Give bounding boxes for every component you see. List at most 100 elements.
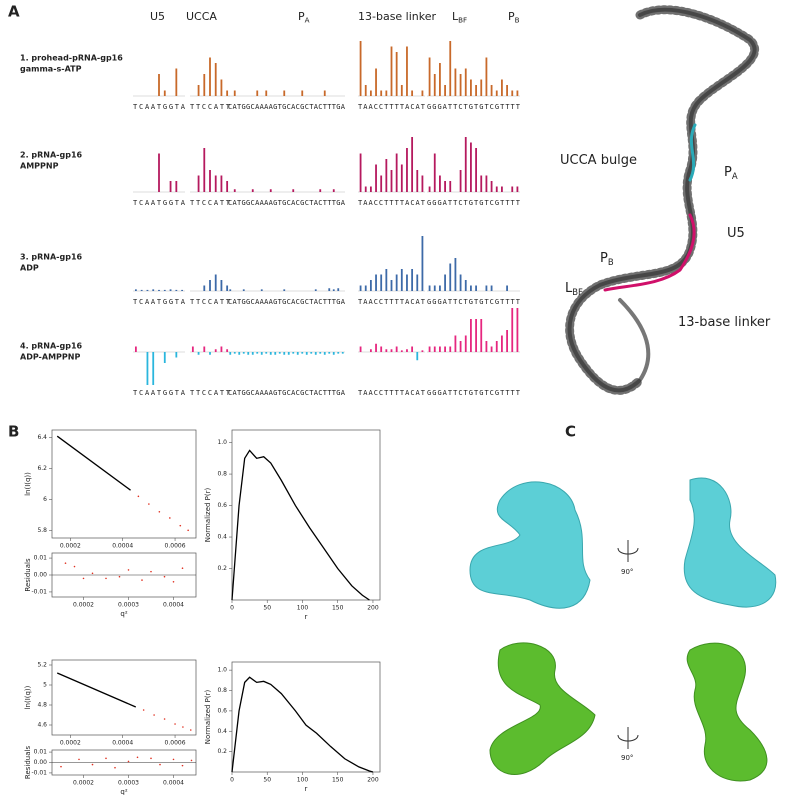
y-tick-label: 0.4 xyxy=(217,728,227,735)
bar xyxy=(428,186,431,192)
rotation-label: 90° xyxy=(621,754,633,762)
bar xyxy=(470,319,472,352)
x-tick-label: 50 xyxy=(263,605,271,612)
bar xyxy=(416,170,419,192)
bar xyxy=(495,341,498,352)
segment-header: 13-base linker xyxy=(358,10,437,23)
bar xyxy=(251,189,254,192)
sequence: GGGATTCTGTGTCGTTTT xyxy=(427,199,521,207)
bar xyxy=(163,289,166,291)
bar xyxy=(375,274,377,291)
point xyxy=(91,763,94,766)
segment-header-sub: A xyxy=(305,15,310,24)
sequence: TCAATGGTA xyxy=(133,389,186,397)
curve xyxy=(56,672,137,708)
bar xyxy=(260,289,263,291)
bar xyxy=(395,274,398,291)
segment-header: PB xyxy=(508,10,520,24)
x-tick-label: 200 xyxy=(367,777,379,784)
plot-frame xyxy=(231,661,381,773)
bar xyxy=(490,181,493,192)
point xyxy=(150,570,152,573)
bar xyxy=(233,352,236,354)
bar xyxy=(439,63,441,96)
bar xyxy=(444,85,446,96)
surface-cyan-front xyxy=(469,481,591,609)
bar xyxy=(247,352,250,355)
bar xyxy=(459,74,462,96)
bar xyxy=(146,352,149,385)
bar xyxy=(506,330,508,352)
plot-frame xyxy=(51,429,197,539)
point xyxy=(127,760,130,763)
bar xyxy=(470,285,472,291)
segment-header-main: P xyxy=(298,10,305,23)
bar xyxy=(197,352,200,355)
bar xyxy=(411,137,414,192)
bar xyxy=(238,352,241,355)
point xyxy=(136,756,139,759)
y-axis-label: ln(I(q)) xyxy=(24,685,32,709)
bar xyxy=(226,90,229,96)
sequence: TAACCTTTTACAT xyxy=(358,103,426,111)
bar xyxy=(511,308,514,352)
bar xyxy=(229,289,232,291)
bar xyxy=(485,57,488,96)
bar xyxy=(169,289,172,291)
bar xyxy=(475,285,477,291)
panel-label: C xyxy=(565,423,576,441)
bar xyxy=(332,189,335,192)
bar xyxy=(260,352,263,355)
bar xyxy=(226,285,229,291)
y-tick-label: 0.00 xyxy=(34,572,48,579)
y-tick-label: 6.2 xyxy=(37,465,47,472)
y-axis-label: Normalized P(r) xyxy=(204,689,212,744)
bar xyxy=(220,280,223,291)
bar xyxy=(400,269,403,291)
segment-header-sub: BF xyxy=(458,15,467,24)
x-tick-label: 0.0002 xyxy=(60,740,81,747)
bar xyxy=(359,41,362,96)
sequence: CATGGCAAAAGTGCACGCTACTTTGA xyxy=(228,389,346,397)
bar xyxy=(416,352,419,361)
sequence: GGGATTCTGTGTCGTTTT xyxy=(427,298,521,306)
point xyxy=(137,495,140,498)
bar xyxy=(480,319,483,352)
point xyxy=(190,759,193,762)
point xyxy=(105,577,107,580)
structure-label-main: P xyxy=(600,251,608,266)
bar xyxy=(444,274,446,291)
sequence: CATGGCAAAAGTGCACGCTACTTTGA xyxy=(228,199,346,207)
y-tick-label: 1.0 xyxy=(217,667,227,674)
bar xyxy=(369,90,372,96)
bar xyxy=(459,341,462,352)
x-tick-label: 0.0003 xyxy=(118,780,139,787)
bar xyxy=(332,352,335,355)
bar xyxy=(364,285,367,291)
point xyxy=(179,524,182,527)
bar xyxy=(337,288,340,291)
y-tick-label: 5.2 xyxy=(37,662,47,669)
bar xyxy=(475,148,477,192)
bar xyxy=(175,352,178,358)
bar xyxy=(214,175,217,192)
bar xyxy=(516,90,519,96)
bar xyxy=(163,352,166,363)
bar xyxy=(375,164,377,192)
bar xyxy=(359,346,362,352)
structure-label-main: L xyxy=(565,281,573,296)
sequence: TAACCTTTTACAT xyxy=(358,199,426,207)
bar xyxy=(501,186,503,192)
bar xyxy=(454,68,457,96)
bar xyxy=(375,343,377,352)
bar xyxy=(511,90,514,96)
curve xyxy=(56,435,131,491)
bar xyxy=(470,79,472,96)
bar xyxy=(220,175,223,192)
bar xyxy=(310,352,313,354)
bar xyxy=(495,186,498,192)
bar xyxy=(328,352,331,354)
bar xyxy=(197,175,200,192)
y-tick-label: 0.4 xyxy=(217,534,227,541)
